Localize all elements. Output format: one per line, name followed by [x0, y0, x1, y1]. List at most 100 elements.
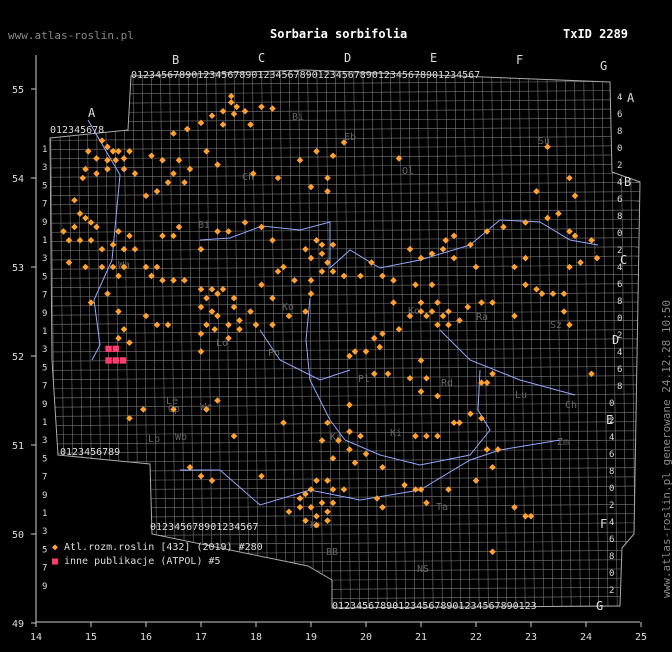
- record-diamond: [175, 223, 183, 231]
- record-diamond: [318, 437, 326, 444]
- grid-line: [50, 513, 640, 518]
- record-diamond: [511, 263, 518, 271]
- record-diamond: [549, 290, 557, 297]
- record-diamond: [395, 326, 403, 333]
- record-diamond: [318, 268, 326, 275]
- record-diamond: [544, 143, 551, 151]
- record-diamond: [566, 321, 573, 329]
- grid-line: [50, 375, 640, 380]
- grid-digit-right: 2: [617, 246, 622, 256]
- grid-line: [50, 531, 640, 537]
- record-diamond: [313, 148, 320, 155]
- grid-line: [601, 70, 609, 608]
- grid-line: [500, 70, 508, 608]
- record-diamond: [467, 410, 474, 418]
- grid-letter-right: G: [596, 599, 603, 613]
- region-label: Lo: [216, 338, 228, 349]
- river: [180, 439, 561, 506]
- grid-letter-top: A: [88, 106, 96, 120]
- grid-digit-right: 0: [609, 569, 614, 579]
- record-diamond: [183, 125, 191, 133]
- grid-digit-right: 2: [609, 501, 614, 511]
- region-label: Rd: [441, 378, 453, 389]
- grid-line: [160, 70, 167, 608]
- record-diamond: [241, 107, 249, 115]
- grid-line: [50, 421, 640, 426]
- record-diamond: [115, 148, 122, 155]
- record-diamond: [329, 486, 337, 493]
- record-diamond: [494, 446, 502, 453]
- record-diamond: [395, 155, 403, 162]
- record-diamond: [76, 237, 84, 244]
- grid-digit-right: 2: [617, 161, 622, 171]
- record-diamond: [236, 326, 243, 333]
- record-diamond: [464, 303, 472, 311]
- grid-digit-right: 8: [617, 382, 622, 392]
- grid-line: [491, 70, 498, 608]
- record-diamond: [115, 272, 122, 280]
- region-label: Ko: [282, 302, 294, 313]
- record-diamond: [483, 379, 491, 386]
- x-tick-label: 16: [140, 632, 152, 643]
- site-url[interactable]: www.atlas-roslin.pl: [8, 29, 134, 42]
- grid-digit-left: 3: [42, 527, 47, 537]
- record-diamond: [313, 237, 320, 244]
- grid-line: [50, 209, 640, 215]
- y-tick-label: 52: [12, 352, 24, 363]
- record-diamond: [98, 137, 106, 144]
- record-diamond: [296, 156, 304, 164]
- region-label: Lb: [148, 434, 160, 445]
- record-diamond: [373, 495, 381, 502]
- record-diamond: [186, 463, 194, 471]
- record-diamond: [401, 481, 408, 489]
- grid-line: [307, 70, 314, 608]
- record-diamond: [489, 463, 496, 471]
- y-tick-label: 49: [12, 619, 24, 630]
- record-diamond: [98, 263, 106, 271]
- record-diamond: [197, 348, 205, 355]
- record-diamond: [164, 321, 172, 329]
- river: [305, 297, 491, 466]
- record-diamond: [225, 334, 232, 342]
- grid-line: [50, 347, 640, 353]
- grid-line: [50, 283, 640, 288]
- grid-line: [169, 70, 176, 608]
- grid-line: [50, 145, 640, 150]
- record-diamond: [159, 232, 166, 240]
- record-diamond: [417, 357, 425, 364]
- record-diamond: [82, 263, 89, 271]
- grid-line: [399, 70, 406, 608]
- grid-line: [537, 70, 544, 608]
- grid-line: [50, 504, 640, 509]
- grid-digit-right: 6: [617, 365, 622, 375]
- record-diamond: [417, 486, 425, 493]
- record-diamond: [478, 379, 485, 386]
- record-diamond: [269, 294, 276, 302]
- grid-line: [426, 70, 434, 608]
- record-diamond: [227, 99, 235, 106]
- grid-digit-left: 7: [42, 473, 47, 483]
- grid-line: [50, 163, 640, 169]
- record-diamond: [417, 308, 425, 315]
- record-diamond: [566, 228, 573, 235]
- map-title: Sorbaria sorbifolia: [270, 27, 408, 41]
- record-diamond: [307, 290, 315, 297]
- diamond-icon: ◆: [51, 542, 59, 553]
- grid-line: [344, 70, 351, 608]
- record-diamond: [390, 299, 397, 306]
- grid-digit-left: 5: [42, 363, 47, 373]
- record-diamond: [417, 299, 425, 306]
- grid-line: [178, 70, 186, 608]
- record-diamond: [483, 446, 491, 453]
- record-diamond: [467, 241, 474, 249]
- record-diamond: [280, 419, 287, 427]
- record-diamond: [324, 508, 331, 516]
- region-label: Ko: [408, 306, 420, 317]
- region-label: Po: [268, 348, 280, 359]
- grid-line: [445, 70, 452, 608]
- record-diamond: [456, 419, 463, 427]
- grid-line: [50, 237, 640, 242]
- record-diamond: [346, 446, 353, 453]
- record-diamond: [522, 254, 529, 262]
- record-diamond: [434, 299, 441, 306]
